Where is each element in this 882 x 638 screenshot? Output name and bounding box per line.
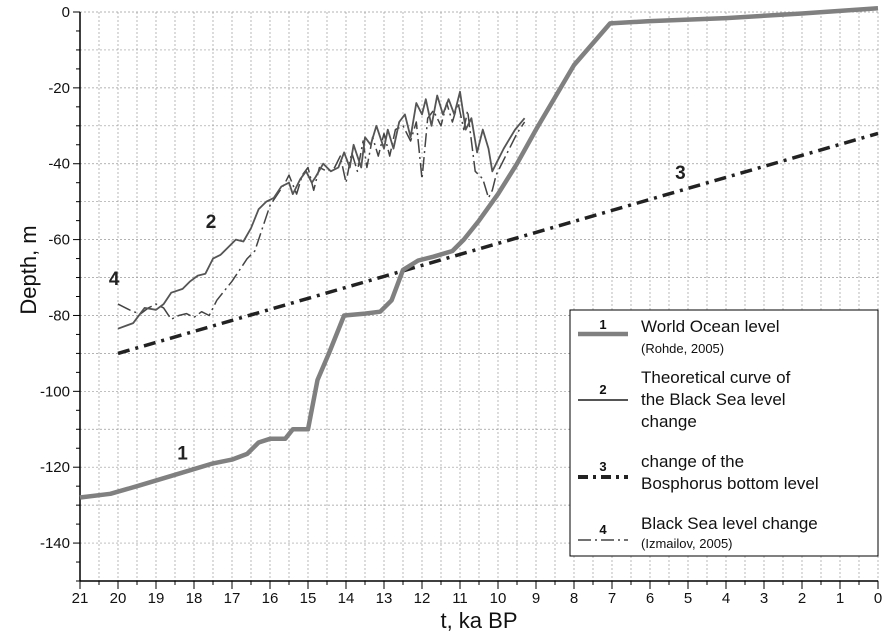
series-4-number-label: 4	[109, 269, 120, 290]
series-number-labels: 1 2 3 4	[109, 163, 686, 465]
legend: 1 World Ocean level (Rohde, 2005) 2 Theo…	[569, 309, 879, 557]
legend-source-1: (Rohde, 2005)	[641, 341, 724, 356]
x-tick-label: 3	[760, 590, 768, 607]
legend-item-1: 1 World Ocean level (Rohde, 2005)	[578, 317, 780, 356]
series-2-number-label: 2	[206, 212, 217, 233]
legend-label-1: World Ocean level	[641, 317, 780, 336]
x-tick-label: 6	[646, 590, 654, 607]
x-tick-label: 4	[722, 590, 730, 607]
y-tick-label: -80	[48, 307, 70, 324]
x-tick-label: 10	[490, 590, 507, 607]
x-tick-label: 19	[148, 590, 165, 607]
series-3-number-label: 3	[675, 163, 686, 184]
y-axis-title: Depth, m	[16, 225, 41, 314]
y-tick-label: -120	[40, 459, 70, 476]
x-tick-label: 14	[338, 590, 355, 607]
series-1-number-label: 1	[177, 444, 188, 465]
y-tick-label: -40	[48, 156, 70, 173]
axes	[73, 11, 879, 589]
legend-source-4: (Izmailov, 2005)	[641, 536, 733, 551]
x-tick-label: 13	[376, 590, 393, 607]
series-3-line	[117, 131, 879, 356]
x-tick-label: 5	[684, 590, 692, 607]
x-axis-title: t, ka BP	[440, 608, 517, 633]
legend-item-3: 3 change of the Bosphorus bottom level	[578, 452, 819, 493]
legend-label-2b: the Black Sea level	[641, 390, 786, 409]
legend-label-3a: change of the	[641, 452, 744, 471]
x-tick-label: 11	[452, 590, 468, 607]
x-tick-label: 20	[110, 590, 127, 607]
y-tick-label: -140	[40, 535, 70, 552]
x-tick-label: 2	[798, 590, 806, 607]
series-lines	[79, 5, 879, 500]
legend-item-4: 4 Black Sea level change (Izmailov, 2005…	[578, 514, 818, 551]
series-1-line	[79, 5, 879, 500]
legend-box	[569, 309, 879, 557]
x-tick-label: 12	[414, 590, 431, 607]
legend-item-2: 2 Theoretical curve of the Black Sea lev…	[578, 368, 791, 431]
x-tick-label: 21	[72, 590, 89, 607]
legend-number-2: 2	[599, 382, 606, 397]
y-tick-label: -100	[40, 383, 70, 400]
x-tick-label: 1	[836, 590, 844, 607]
y-tick-label: -60	[48, 232, 70, 249]
x-tick-label: 18	[186, 590, 203, 607]
x-tick-label: 0	[874, 590, 882, 607]
legend-label-2c: change	[641, 412, 697, 431]
y-tick-labels: 0 -20 -40 -60 -80 -100 -120 -140	[40, 4, 70, 552]
x-tick-label: 15	[300, 590, 317, 607]
x-tick-label: 17	[224, 590, 241, 607]
x-tick-label: 7	[608, 590, 616, 607]
series-2-line	[117, 90, 526, 330]
legend-number-3: 3	[599, 459, 606, 474]
x-tick-label: 9	[532, 590, 540, 607]
series-4-line	[117, 102, 526, 321]
y-tick-label: -20	[48, 80, 70, 97]
x-tick-labels: 21 20 19 18 17 16 15 14 13 12 11 10 9 8 7 6 5 4 3 2 1 0	[72, 590, 882, 607]
x-tick-label: 8	[570, 590, 578, 607]
legend-number-1: 1	[599, 317, 606, 332]
legend-label-2a: Theoretical curve of	[641, 368, 791, 387]
legend-number-4: 4	[599, 522, 607, 537]
x-tick-label: 16	[262, 590, 279, 607]
legend-label-4: Black Sea level change	[641, 514, 818, 533]
y-tick-label: 0	[62, 4, 70, 21]
legend-label-3b: Bosphorus bottom level	[641, 474, 819, 493]
